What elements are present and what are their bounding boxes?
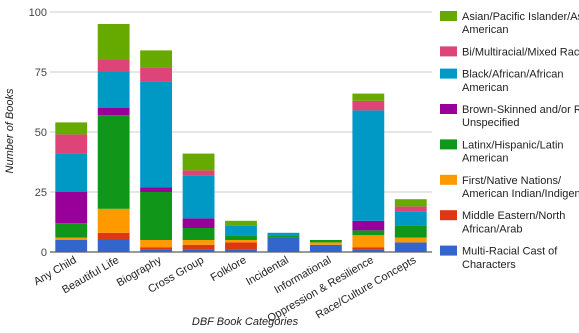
bar-segment bbox=[352, 247, 385, 250]
bar-segment bbox=[140, 67, 173, 82]
bar-segment bbox=[182, 249, 215, 252]
bar-segment bbox=[55, 134, 88, 154]
bar-segment bbox=[309, 240, 342, 243]
legend-swatch bbox=[440, 210, 457, 221]
bar-segment bbox=[352, 235, 385, 248]
legend-label: African/Arab bbox=[462, 223, 523, 235]
legend-swatch bbox=[440, 245, 457, 256]
bar-segment bbox=[55, 223, 88, 238]
bar-segment bbox=[182, 228, 215, 240]
bar-segment bbox=[182, 175, 215, 219]
bar-segment bbox=[267, 232, 300, 236]
bar-segment bbox=[140, 50, 173, 68]
legend-label: First/Native Nations/ bbox=[462, 175, 562, 187]
bar-segment bbox=[225, 235, 257, 240]
bar-segment bbox=[55, 237, 88, 240]
legend-swatch bbox=[440, 174, 457, 185]
bar-segment bbox=[55, 192, 88, 224]
y-tick-label: 100 bbox=[29, 7, 47, 19]
bar-segment bbox=[140, 187, 173, 192]
bar-segment bbox=[97, 115, 130, 209]
bar-segment bbox=[352, 220, 385, 231]
legend: Asian/Pacific Islander/AsianAmericanBi/M… bbox=[440, 11, 579, 271]
bar-segment bbox=[97, 60, 130, 72]
bar-segment bbox=[352, 249, 385, 252]
bar-segment bbox=[55, 153, 88, 192]
bar-segment bbox=[309, 244, 342, 252]
bar-segment bbox=[352, 100, 385, 111]
x-axis-label: DBF Book Categories bbox=[192, 316, 299, 328]
bar-segment bbox=[182, 240, 215, 245]
bar-segment bbox=[225, 240, 257, 243]
bar-segment bbox=[267, 235, 300, 238]
bar-segment bbox=[140, 247, 173, 250]
bar-segment bbox=[182, 218, 215, 228]
legend-swatch bbox=[440, 46, 457, 57]
legend-swatch bbox=[440, 68, 457, 79]
bar-segment bbox=[309, 242, 342, 245]
bar-segment bbox=[97, 208, 130, 233]
bar-segment bbox=[97, 232, 130, 240]
y-axis-label: Number of Books bbox=[4, 88, 16, 173]
legend-label: Asian/Pacific Islander/Asian bbox=[462, 11, 579, 23]
bar-segment bbox=[394, 206, 427, 212]
bar-segment bbox=[55, 122, 88, 135]
legend-label: Unspecified bbox=[462, 117, 519, 129]
bar-segment bbox=[225, 225, 257, 236]
bar-segment bbox=[394, 237, 427, 243]
y-tick-label: 25 bbox=[35, 187, 47, 199]
legend-label: American bbox=[462, 24, 508, 36]
bar-segment bbox=[140, 81, 173, 188]
y-tick-label: 75 bbox=[35, 67, 47, 79]
legend-label: Brown-Skinned and/or Race bbox=[462, 104, 579, 116]
bar-segment bbox=[225, 220, 257, 226]
legend-label: Bi/Multiracial/Mixed Race bbox=[462, 46, 579, 58]
bar-segment bbox=[267, 237, 300, 252]
legend-label: Latinx/Hispanic/Latin bbox=[462, 139, 564, 151]
legend-label: American bbox=[462, 153, 508, 165]
y-tick-label: 0 bbox=[41, 247, 47, 259]
bar-segment bbox=[182, 244, 215, 250]
bar-segment bbox=[182, 170, 215, 176]
bar-segment bbox=[97, 24, 130, 60]
bar-segment bbox=[394, 225, 427, 238]
legend-label: Middle Eastern/North bbox=[462, 210, 565, 222]
bar-segment bbox=[55, 240, 88, 252]
legend-label: American bbox=[462, 82, 508, 94]
legend-label: American Indian/Indigenous bbox=[462, 188, 579, 200]
bar-segment bbox=[140, 192, 173, 240]
bar-segment bbox=[352, 93, 385, 101]
bar-segment bbox=[140, 249, 173, 252]
bar-segment bbox=[182, 153, 215, 171]
legend-label: Black/African/African bbox=[462, 69, 563, 81]
bar-segment bbox=[140, 240, 173, 248]
legend-label: Multi-Racial Cast of bbox=[462, 246, 558, 258]
y-axis-ticks: 0 25 50 75 100 bbox=[29, 7, 47, 259]
bar-segment bbox=[225, 249, 257, 252]
legend-swatch bbox=[440, 11, 457, 21]
x-tick-label: Folklore bbox=[209, 254, 249, 284]
legend-swatch bbox=[440, 104, 457, 114]
bar-segment bbox=[225, 242, 257, 250]
legend-swatch bbox=[440, 139, 457, 150]
legend-label: Characters bbox=[462, 259, 516, 271]
y-tick-label: 50 bbox=[35, 127, 47, 139]
bar-segment bbox=[97, 240, 130, 252]
bar-segment bbox=[97, 108, 130, 116]
bar-segment bbox=[394, 199, 427, 207]
bar-segment bbox=[352, 110, 385, 221]
bars bbox=[55, 24, 427, 252]
bar-segment bbox=[97, 72, 130, 108]
bar-segment bbox=[394, 242, 427, 252]
bar-segment bbox=[352, 230, 385, 236]
bar-segment bbox=[394, 211, 427, 226]
